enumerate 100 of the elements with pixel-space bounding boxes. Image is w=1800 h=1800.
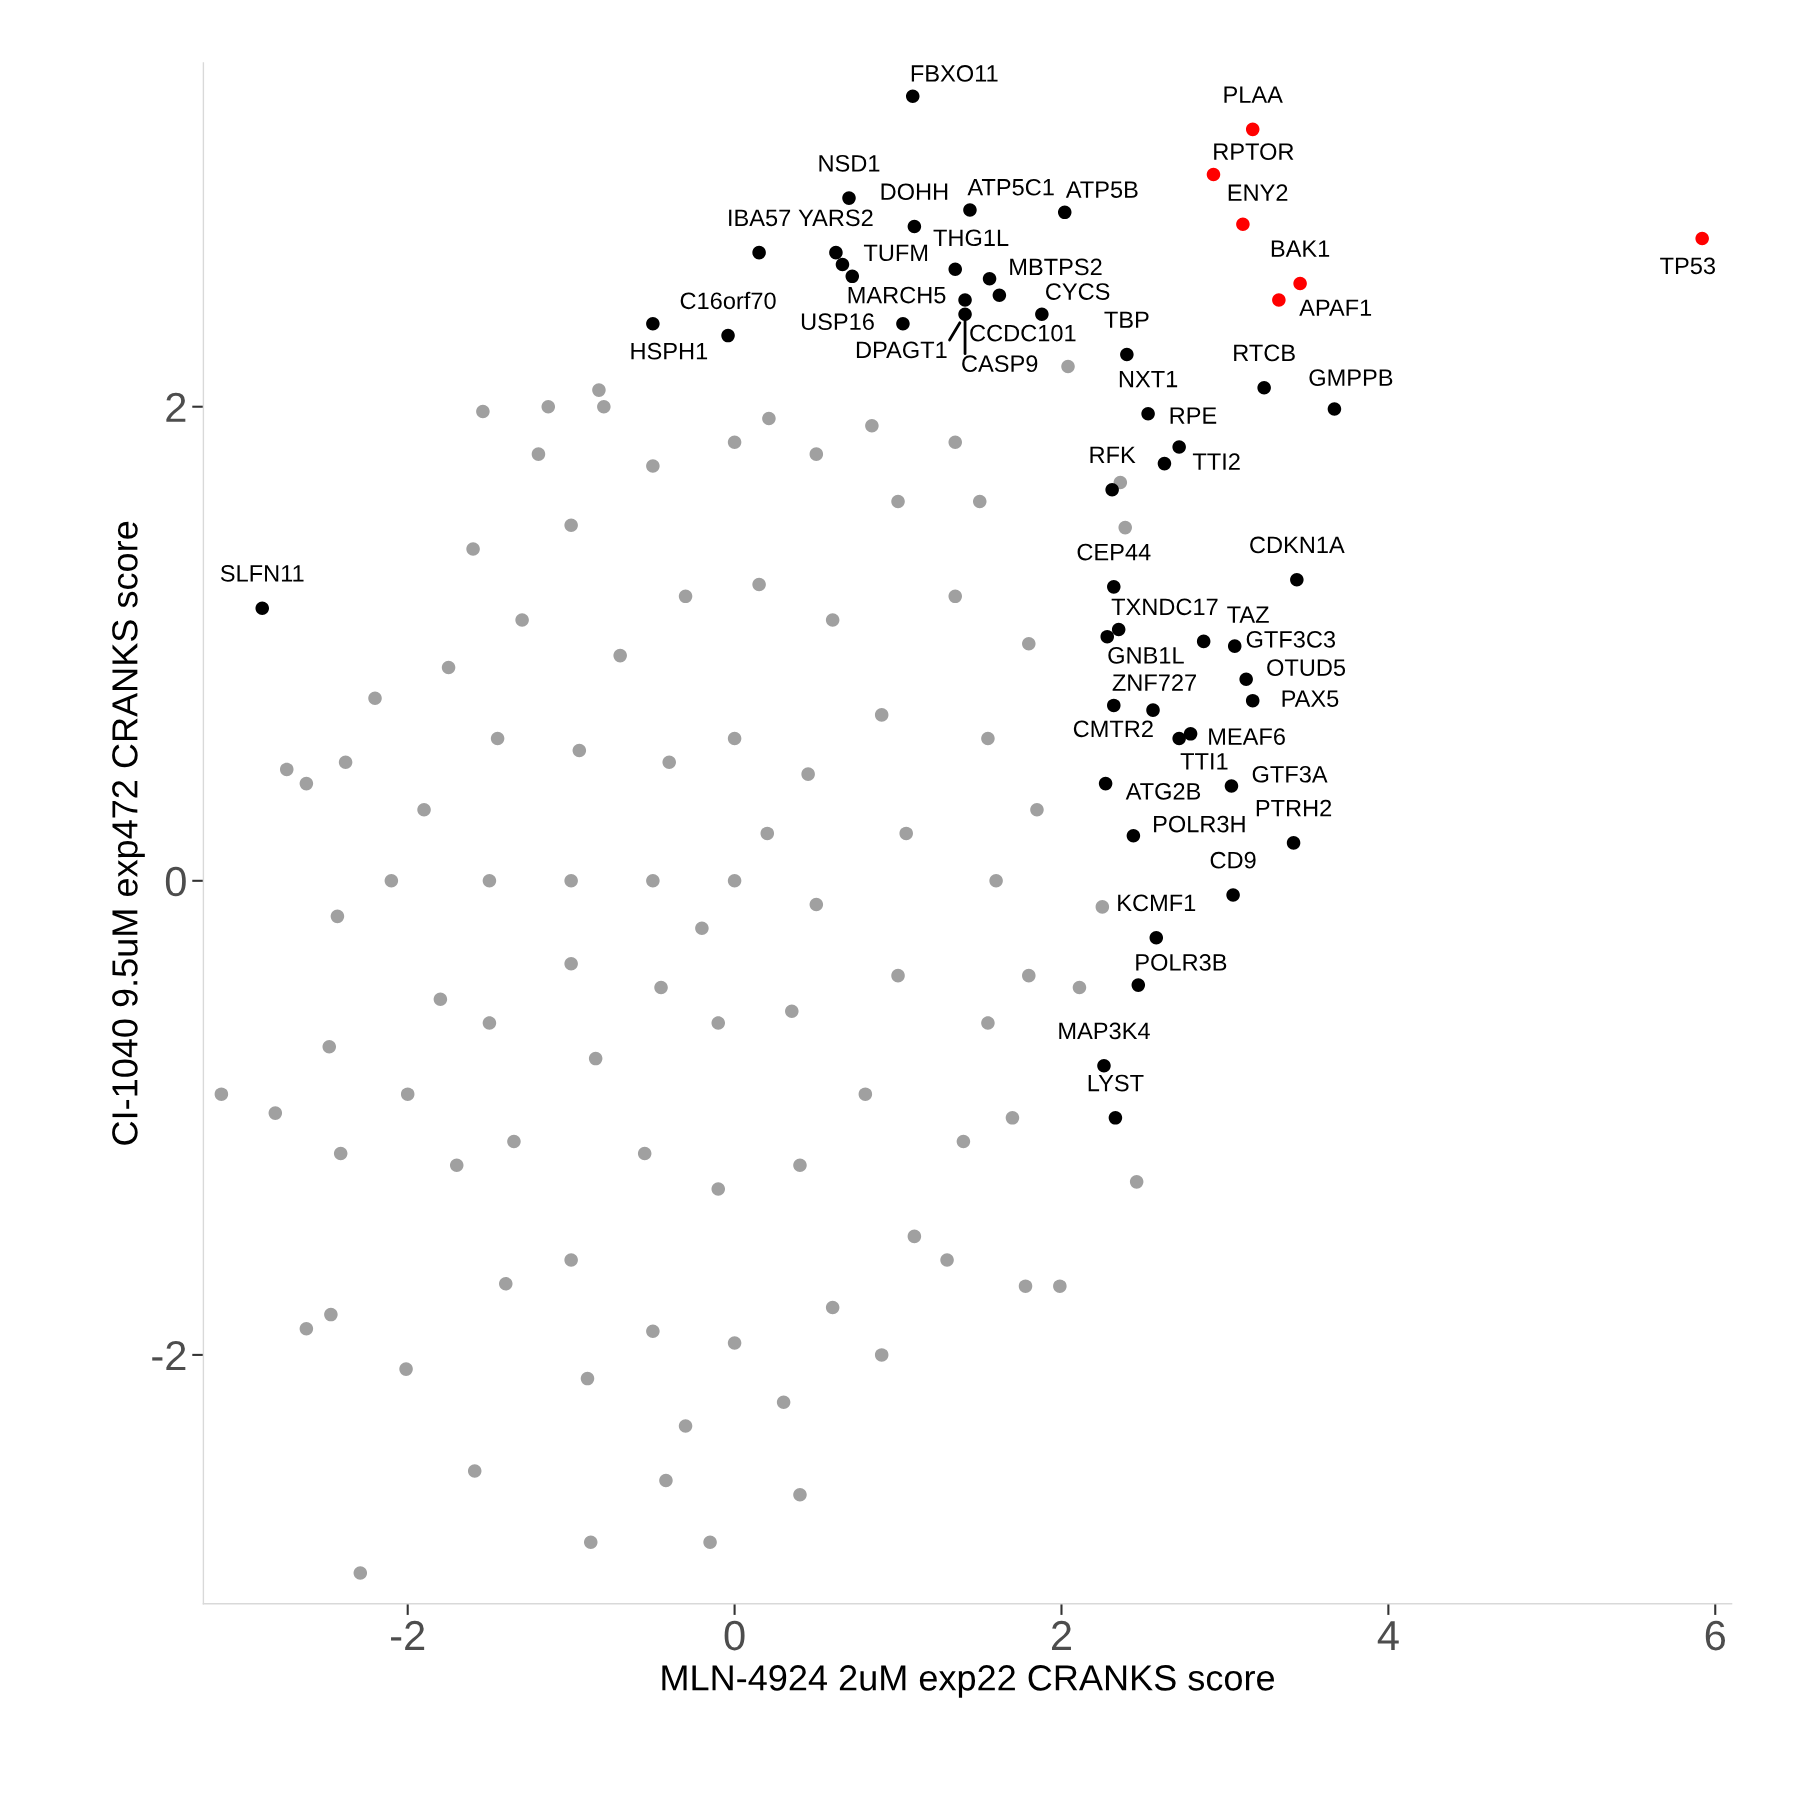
- point: [1226, 888, 1240, 902]
- annotation: NSD1: [819, 154, 880, 172]
- point: [1196, 634, 1211, 649]
- point: [1131, 978, 1146, 992]
- point: [1126, 829, 1141, 843]
- point: [842, 191, 856, 205]
- annotation: RFK: [1090, 446, 1136, 463]
- annotation: SLFN11: [220, 565, 304, 582]
- point: [1098, 776, 1113, 791]
- point: [1107, 580, 1121, 594]
- annotation: MBTPS2: [1010, 258, 1102, 276]
- annotation: THG1L: [933, 229, 1009, 247]
- annotation: CDKN1A: [1250, 536, 1345, 554]
- annotation: DOHH: [881, 183, 948, 201]
- x-tick-label: 2: [1051, 1620, 1071, 1650]
- annotation: GTF3C3: [1246, 631, 1336, 648]
- annotation: MEAF6: [1209, 728, 1285, 745]
- point: [1236, 217, 1250, 231]
- point: [721, 328, 735, 343]
- point: [752, 245, 766, 260]
- point: [1327, 402, 1342, 416]
- point: [1272, 293, 1286, 307]
- x-tick-label: 6: [1705, 1620, 1726, 1651]
- annotation: RPE: [1170, 407, 1217, 424]
- point: [905, 89, 920, 103]
- annotation: TTI1: [1180, 753, 1228, 770]
- annotation: APAF1: [1299, 299, 1372, 316]
- point: [255, 601, 270, 615]
- point: [1183, 727, 1198, 741]
- point: [1206, 167, 1221, 182]
- point: [1293, 276, 1307, 291]
- point: [1105, 482, 1119, 497]
- y-tick-label: -2: [152, 1340, 186, 1370]
- annotation: POLR3H: [1154, 815, 1245, 833]
- point: [1695, 231, 1709, 246]
- annotation: CCDC101: [970, 324, 1076, 342]
- annotation: CD9: [1210, 851, 1256, 869]
- annotation: TBP: [1104, 311, 1149, 328]
- x-tick-label: 0: [724, 1620, 745, 1651]
- annotation: DPAGT1: [856, 341, 947, 359]
- point: [1141, 407, 1155, 421]
- annotation: NXT1: [1119, 370, 1178, 388]
- point: [1172, 440, 1186, 454]
- x-tick-label: 4: [1377, 1621, 1399, 1650]
- point: [1290, 572, 1304, 587]
- annotation: CASP9: [962, 355, 1038, 373]
- annotation: FBXO11: [911, 65, 998, 82]
- annotation: TTI2: [1192, 453, 1240, 470]
- point: [992, 288, 1007, 303]
- annotation: TAZ: [1227, 606, 1269, 623]
- point: [907, 219, 922, 234]
- y-axis-title: CI-1040 9.5uM exp472 CRANKS score: [112, 521, 145, 1145]
- annotation: CEP44: [1077, 543, 1151, 561]
- annotation: OTUD5: [1267, 659, 1346, 676]
- point: [1146, 703, 1160, 717]
- point: [948, 262, 963, 276]
- point: [982, 271, 997, 286]
- annotation: MARCH5: [848, 286, 946, 304]
- annotation: GNB1L: [1108, 646, 1184, 664]
- annotation: ZNF727: [1112, 674, 1196, 691]
- x-axis-title: MLN-4924 2uM exp22 CRANKS score: [662, 1665, 1274, 1698]
- point: [1120, 347, 1134, 362]
- point: [1111, 622, 1126, 637]
- point: [958, 293, 972, 307]
- point: [1149, 930, 1164, 945]
- annotation: POLR3B: [1136, 954, 1227, 971]
- point: [1286, 836, 1301, 850]
- point: [1097, 1058, 1111, 1073]
- annotation: TXNDC17: [1111, 598, 1218, 616]
- annotation: RTCB: [1234, 344, 1295, 362]
- point: [1107, 698, 1121, 713]
- annotation: PTRH2: [1256, 799, 1332, 817]
- point: [646, 316, 660, 331]
- point: [1239, 672, 1253, 687]
- annotation: TP53: [1660, 257, 1715, 275]
- annotation: CYCS: [1046, 283, 1110, 300]
- point: [1224, 779, 1239, 793]
- x-tick-label: -2: [391, 1620, 425, 1650]
- annotation: YARS2: [798, 209, 873, 227]
- annotation: GMPPB: [1309, 369, 1393, 386]
- annotation: C16orf70: [680, 291, 776, 310]
- annotation: LYST: [1088, 1074, 1144, 1092]
- point: [1108, 1111, 1123, 1125]
- y-tick-label: 2: [166, 392, 186, 422]
- annotation: ATP5C1: [967, 178, 1054, 196]
- annotation: CMTR2: [1073, 720, 1153, 738]
- point: [1245, 693, 1260, 708]
- annotation: MAP3K4: [1059, 1022, 1150, 1040]
- point: [1227, 639, 1242, 653]
- annotation: ENY2: [1228, 184, 1288, 201]
- point: [1100, 629, 1115, 644]
- point: [1257, 380, 1271, 395]
- y-tick-label: 0: [165, 866, 186, 897]
- annotation: GTF3A: [1252, 765, 1328, 783]
- annotation: RPTOR: [1214, 143, 1294, 161]
- annotation: HSPH1: [631, 342, 708, 360]
- point: [1172, 731, 1186, 746]
- annotation: TUFM: [863, 244, 928, 262]
- point: [829, 245, 843, 260]
- annotation: ATP5B: [1065, 181, 1138, 198]
